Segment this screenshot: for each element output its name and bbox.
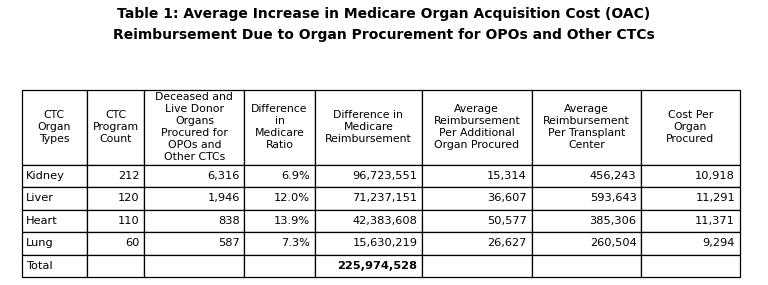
Text: Heart: Heart — [26, 216, 58, 226]
Text: 60: 60 — [125, 238, 140, 248]
Text: 50,577: 50,577 — [487, 216, 527, 226]
Text: 42,383,608: 42,383,608 — [353, 216, 418, 226]
Text: 71,237,151: 71,237,151 — [353, 194, 418, 203]
Text: Deceased and
Live Donor
Organs
Procured for
OPOs and
Other CTCs: Deceased and Live Donor Organs Procured … — [155, 92, 233, 162]
Text: Total: Total — [26, 261, 53, 271]
Text: 26,627: 26,627 — [488, 238, 527, 248]
Text: 593,643: 593,643 — [590, 194, 637, 203]
Text: 13.9%: 13.9% — [274, 216, 310, 226]
Text: 15,630,219: 15,630,219 — [353, 238, 418, 248]
Text: 385,306: 385,306 — [590, 216, 637, 226]
Text: 12.0%: 12.0% — [274, 194, 310, 203]
Text: Difference
in
Medicare
Ratio: Difference in Medicare Ratio — [251, 104, 308, 150]
Text: 11,371: 11,371 — [695, 216, 735, 226]
Text: CTC
Organ
Types: CTC Organ Types — [38, 110, 71, 144]
Text: 225,974,528: 225,974,528 — [337, 261, 418, 271]
Text: 10,918: 10,918 — [695, 171, 735, 181]
Text: 838: 838 — [218, 216, 240, 226]
Text: 456,243: 456,243 — [590, 171, 637, 181]
Text: 36,607: 36,607 — [488, 194, 527, 203]
Text: Table 1: Average Increase in Medicare Organ Acquisition Cost (OAC): Table 1: Average Increase in Medicare Or… — [118, 7, 650, 21]
Text: 1,946: 1,946 — [207, 194, 240, 203]
Text: 7.3%: 7.3% — [281, 238, 310, 248]
Text: 120: 120 — [118, 194, 140, 203]
Text: Reimbursement Due to Organ Procurement for OPOs and Other CTCs: Reimbursement Due to Organ Procurement f… — [113, 28, 655, 42]
Text: 212: 212 — [118, 171, 140, 181]
Text: Average
Reimbursement
Per Transplant
Center: Average Reimbursement Per Transplant Cen… — [543, 104, 630, 150]
Text: Kidney: Kidney — [26, 171, 65, 181]
Text: 6.9%: 6.9% — [281, 171, 310, 181]
Text: Lung: Lung — [26, 238, 54, 248]
Text: Cost Per
Organ
Procured: Cost Per Organ Procured — [667, 110, 714, 144]
Text: 6,316: 6,316 — [207, 171, 240, 181]
Text: 260,504: 260,504 — [590, 238, 637, 248]
Text: Liver: Liver — [26, 194, 54, 203]
Text: 587: 587 — [218, 238, 240, 248]
Text: CTC
Program
Count: CTC Program Count — [92, 110, 138, 144]
Text: 96,723,551: 96,723,551 — [353, 171, 418, 181]
Text: 9,294: 9,294 — [703, 238, 735, 248]
Text: 15,314: 15,314 — [487, 171, 527, 181]
Text: Average
Reimbursement
Per Additional
Organ Procured: Average Reimbursement Per Additional Org… — [433, 104, 520, 150]
Text: 11,291: 11,291 — [695, 194, 735, 203]
Text: Difference in
Medicare
Reimbursement: Difference in Medicare Reimbursement — [325, 110, 412, 144]
Text: 110: 110 — [118, 216, 140, 226]
